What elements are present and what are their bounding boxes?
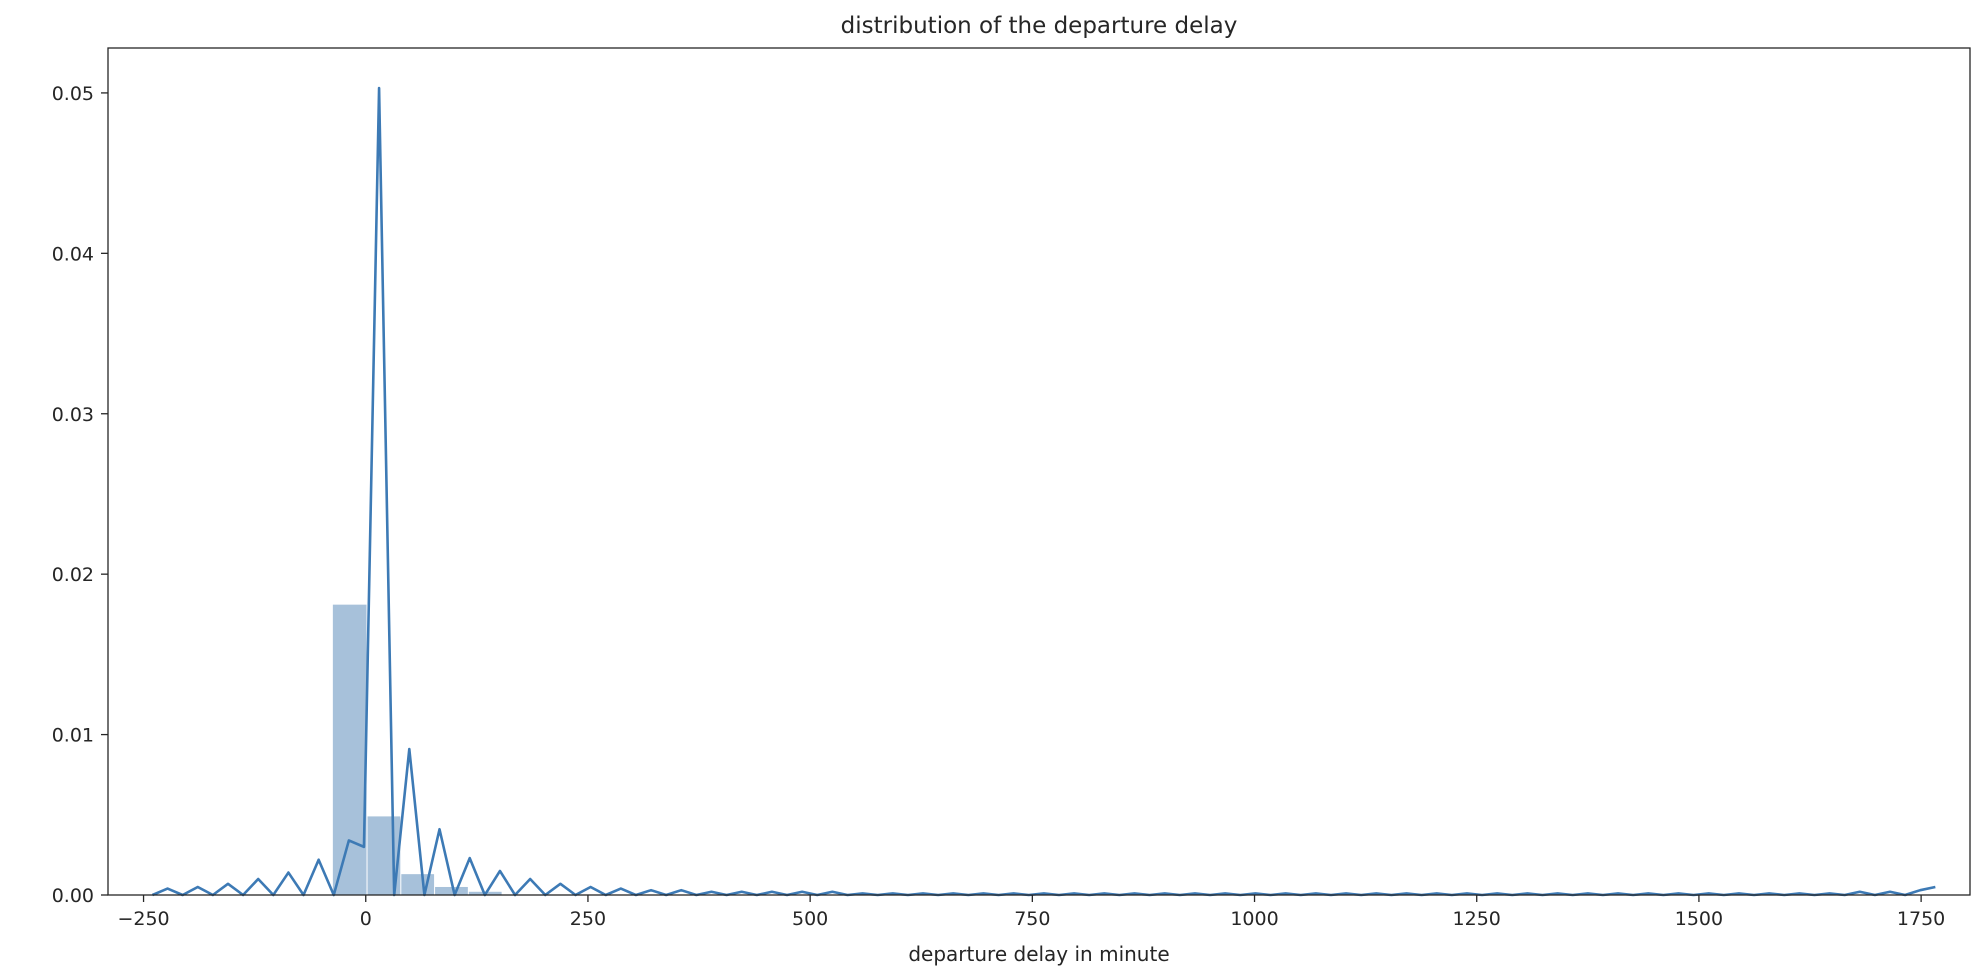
- y-tick-label: 0.02: [52, 564, 94, 586]
- y-tick-label: 0.00: [52, 885, 94, 907]
- density-line-layer: [151, 86, 1936, 897]
- histogram-bars: [332, 604, 502, 895]
- x-axis-label: departure delay in minute: [908, 942, 1169, 966]
- x-tick-label: 1500: [1675, 908, 1723, 930]
- y-tick-label: 0.01: [52, 725, 94, 747]
- x-tick-label: −250: [117, 908, 169, 930]
- density-line-0: [151, 86, 1936, 897]
- y-tick-label: 0.03: [52, 404, 94, 426]
- x-axis-ticks: −250 0 250 500 750 1000 1250 1500 1750: [117, 895, 1945, 930]
- x-tick-label: 500: [792, 908, 828, 930]
- histogram-bar-0: [332, 604, 367, 895]
- x-tick-label: 1000: [1230, 908, 1278, 930]
- y-tick-label: 0.04: [52, 243, 94, 265]
- chart-title: distribution of the departure delay: [841, 13, 1238, 39]
- x-tick-label: 250: [570, 908, 606, 930]
- y-tick-label: 0.05: [52, 83, 94, 105]
- x-tick-label: 750: [1014, 908, 1050, 930]
- plot-area-frame: [107, 47, 1971, 896]
- x-tick-label: 1750: [1897, 908, 1945, 930]
- x-tick-label: 1250: [1453, 908, 1501, 930]
- histogram-bar-3: [435, 886, 468, 895]
- y-axis-ticks: 0.00 0.01 0.02 0.03 0.04 0.05: [52, 83, 108, 907]
- x-tick-label: 0: [360, 908, 372, 930]
